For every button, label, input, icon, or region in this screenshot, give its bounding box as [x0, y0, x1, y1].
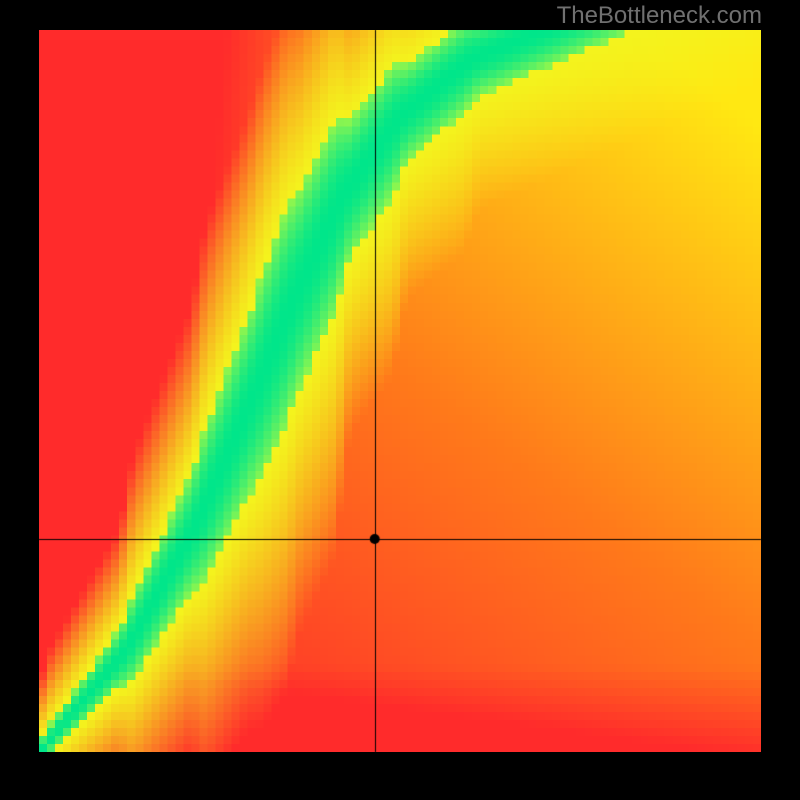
watermark-text: TheBottleneck.com	[557, 2, 762, 30]
crosshair-overlay	[0, 0, 800, 800]
